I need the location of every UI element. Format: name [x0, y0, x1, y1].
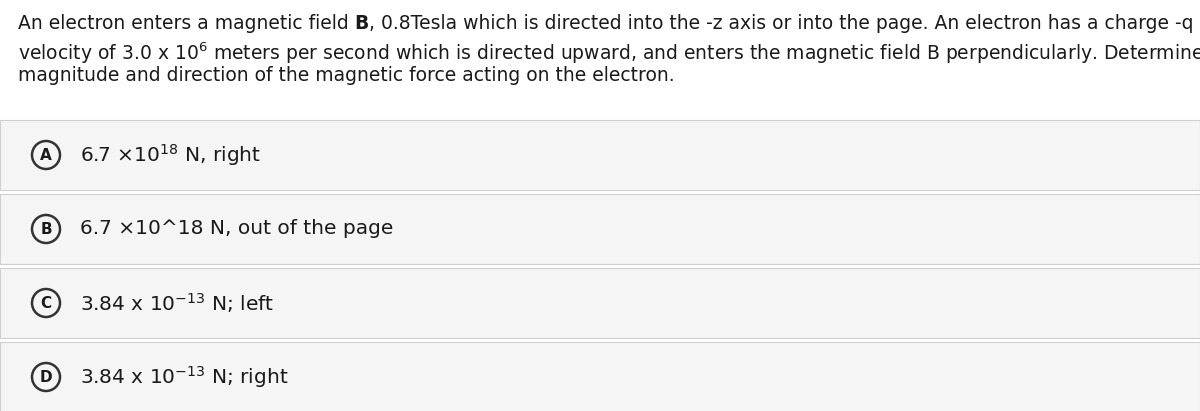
Text: , 0.8Tesla which is directed into the -z axis or into the page. An electron has : , 0.8Tesla which is directed into the -z…	[370, 14, 1200, 33]
Text: C: C	[41, 296, 52, 310]
Text: 3.84 x 10$^{-13}$ N; left: 3.84 x 10$^{-13}$ N; left	[80, 291, 274, 315]
Bar	[0, 120, 1200, 190]
Text: magnitude and direction of the magnetic force acting on the electron.: magnitude and direction of the magnetic …	[18, 66, 674, 85]
Text: An electron enters a magnetic field: An electron enters a magnetic field	[18, 14, 355, 33]
Text: 6.7 ×10$^{18}$ N, right: 6.7 ×10$^{18}$ N, right	[80, 142, 262, 168]
Text: B: B	[355, 14, 370, 33]
Bar	[0, 194, 1200, 264]
Text: 6.7 ×10^18 N, out of the page: 6.7 ×10^18 N, out of the page	[80, 219, 394, 238]
Bar	[0, 268, 1200, 338]
Text: velocity of 3.0 x 10$^{6}$ meters per second which is directed upward, and enter: velocity of 3.0 x 10$^{6}$ meters per se…	[18, 40, 1200, 65]
Text: 3.84 x 10$^{-13}$ N; right: 3.84 x 10$^{-13}$ N; right	[80, 364, 288, 390]
Text: B: B	[40, 222, 52, 236]
Bar	[0, 342, 1200, 411]
Text: D: D	[40, 369, 53, 385]
Text: A: A	[40, 148, 52, 162]
